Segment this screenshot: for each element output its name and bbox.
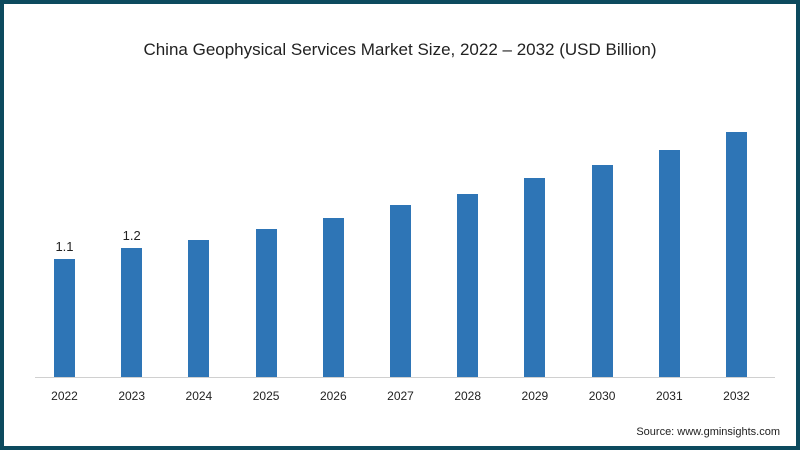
x-tick-label: 2030 (588, 389, 616, 403)
data-label: 1.2 (122, 228, 141, 244)
source-note: Source: www.gminsights.com (636, 426, 780, 438)
bar-2031 (658, 149, 680, 377)
bar-2024 (188, 239, 210, 377)
x-tick-label: 2027 (387, 389, 414, 403)
bar-2025 (255, 228, 277, 377)
bar-2030 (591, 164, 613, 377)
x-tick-label: 2031 (655, 389, 683, 403)
bar-2029 (524, 178, 546, 377)
data-label: 1.1 (55, 238, 74, 254)
bar-2027 (390, 205, 411, 377)
x-tick-label: 2022 (51, 389, 78, 403)
bar-2023 (121, 248, 143, 377)
bar-2022 (54, 258, 75, 377)
x-axis-line (35, 377, 775, 378)
bar-2028 (457, 193, 479, 377)
x-tick-label: 2028 (454, 389, 482, 403)
bar-2032 (726, 132, 747, 377)
x-tick-label: 2026 (319, 389, 347, 403)
bar-2026 (322, 218, 344, 377)
x-tick-label: 2024 (185, 389, 213, 403)
x-tick-label: 2025 (252, 389, 280, 403)
x-tick-label: 2032 (723, 389, 750, 403)
chart-title: China Geophysical Services Market Size, … (143, 40, 657, 59)
x-tick-label: 2023 (118, 389, 146, 403)
x-tick-label: 2029 (521, 389, 549, 403)
